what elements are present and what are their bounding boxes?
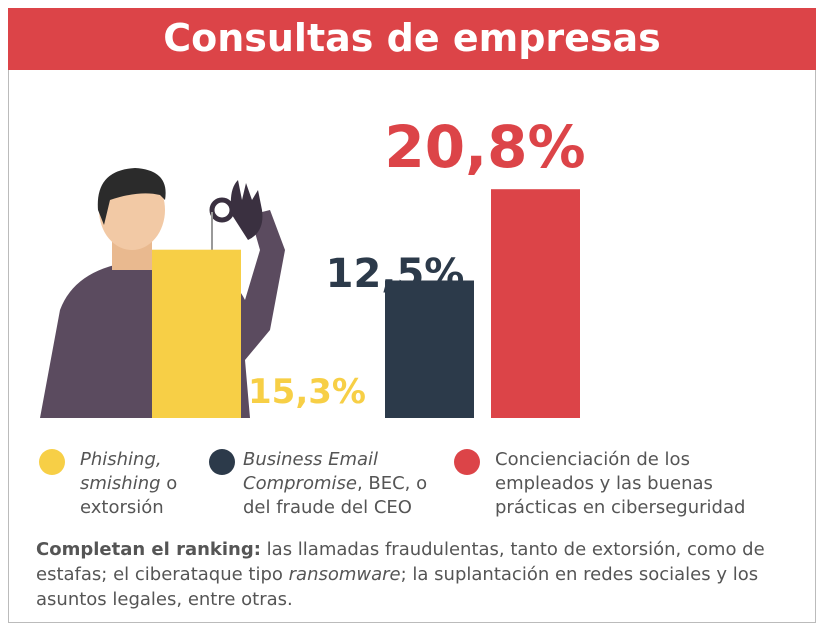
- legend-entry: Business Email Compromise, BEC, o del fr…: [243, 448, 448, 520]
- text-run: ransomware: [288, 564, 401, 585]
- legend-entry: Concienciación de los empleados y las bu…: [495, 448, 785, 520]
- text-run: Business Email Compromise: [243, 449, 379, 494]
- text-run: ; la suplantación en redes sociales y lo…: [36, 564, 759, 610]
- chart-title: Consultas de empresas: [8, 8, 816, 70]
- text-run: Completan el ranking:: [36, 539, 261, 560]
- bar: [491, 189, 580, 418]
- bar: [152, 249, 241, 418]
- text-run: , BEC, o del fraude del CEO: [243, 473, 428, 518]
- legend-swatch: [454, 449, 480, 475]
- value-label: 12,5%: [326, 251, 465, 297]
- text-run: o extorsión: [80, 473, 178, 518]
- text-run: Phishing, smishing: [80, 449, 162, 494]
- text-run: Concienciación de los empleados y las bu…: [495, 449, 746, 518]
- legend-swatch: [39, 449, 65, 475]
- bar: [385, 280, 474, 418]
- value-label: 15,3%: [248, 372, 366, 412]
- value-label: 20,8%: [384, 113, 585, 181]
- legend-swatch: [209, 449, 235, 475]
- text-run: las llamadas fraudulentas, tanto de exto…: [36, 539, 765, 585]
- legend-entry: Phishing, smishing o extorsión: [80, 448, 195, 520]
- footer-note: Completan el ranking: las llamadas fraud…: [36, 537, 806, 612]
